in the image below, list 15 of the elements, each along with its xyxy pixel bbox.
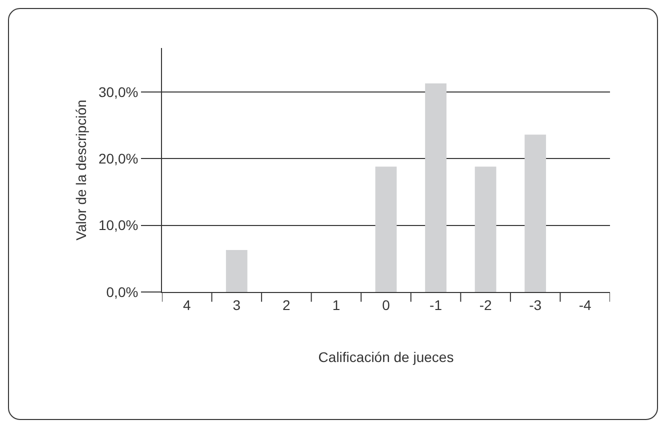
x-tick-label: -4 xyxy=(578,296,592,313)
x-tick-label: -2 xyxy=(479,296,492,313)
x-tick-label: 1 xyxy=(332,296,340,313)
x-tick-label: -1 xyxy=(430,296,442,313)
x-tick-label: 4 xyxy=(182,296,191,313)
y-tick-label: 30,0% xyxy=(98,84,138,100)
x-tick-label: 3 xyxy=(232,296,241,313)
x-tick-label: 0 xyxy=(382,296,390,313)
y-tick-label: 20,0% xyxy=(98,150,138,167)
y-tick-label: 0,0% xyxy=(106,284,138,300)
x-tick-label: 2 xyxy=(282,296,291,313)
x-tick-label: -3 xyxy=(529,296,542,313)
y-tick-label: 10,0% xyxy=(98,217,138,234)
y-axis-title: Valor de la descripción xyxy=(73,100,90,240)
x-axis-title: Calificación de jueces xyxy=(318,349,454,366)
